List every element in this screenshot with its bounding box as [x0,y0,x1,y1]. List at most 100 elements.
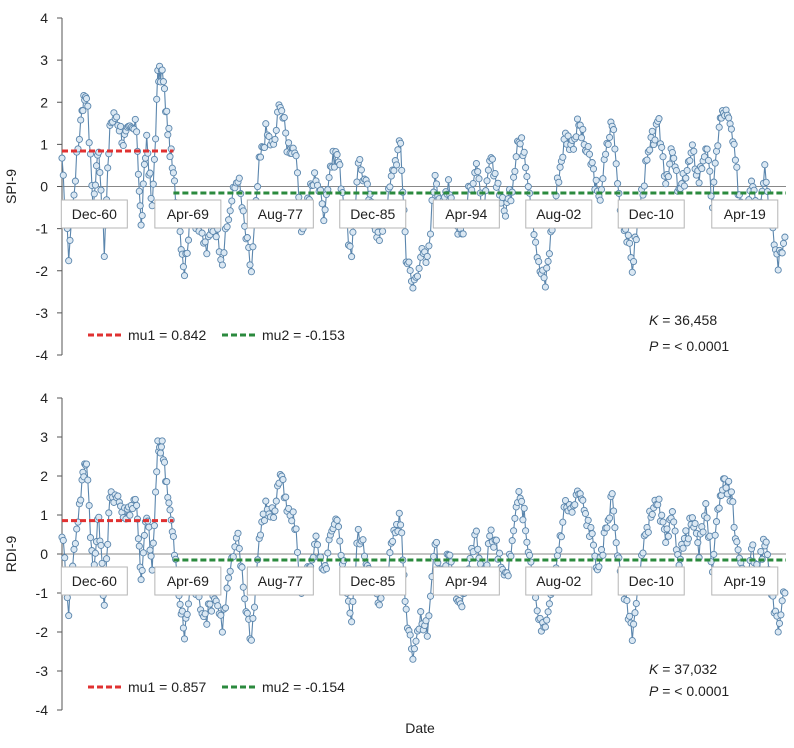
series-point [623,596,631,605]
series-point [336,537,344,545]
series-point [544,608,552,616]
series-point [164,131,172,139]
series-point [272,126,280,134]
series-point [731,156,739,164]
series-point [247,268,255,276]
series-point [588,159,596,167]
series-point [761,161,769,169]
series-point [84,476,92,484]
series-point [579,496,587,504]
series-point [325,173,333,182]
series-point [348,253,356,261]
y-tick-label: 1 [40,136,48,152]
date-label-box [60,199,128,229]
series-point [703,514,711,522]
series-point [158,437,166,445]
series-point [79,107,87,115]
series-point [690,147,698,155]
series-point [734,546,742,554]
date-label-box [154,199,222,229]
p-value: P = < 0.0001 [649,683,729,699]
series-point [511,514,519,522]
series-point [156,449,165,457]
series-point [474,168,482,176]
series-point [377,594,385,602]
series-point [225,574,233,582]
date-label-box [339,566,407,596]
series-point [406,266,414,275]
series-point [775,619,784,627]
series-point [147,552,155,560]
series-point [603,524,611,532]
series-point [149,180,157,188]
series-point [393,161,401,169]
y-tick-label: -2 [36,263,49,279]
series-point [727,125,735,133]
series-point [82,460,91,468]
series-point [207,607,216,615]
series-point [349,228,357,236]
series-point [568,508,576,516]
series-point [117,122,125,130]
series-point [159,78,167,86]
y-tick-label: -1 [36,585,49,601]
date-tick-label: Dec-85 [350,573,395,589]
series-point [114,492,122,500]
series-point [183,249,191,257]
series-point [577,134,586,142]
series-point [169,169,177,177]
date-label-box [617,566,685,596]
y-tick-label: 3 [40,429,48,445]
series-point [104,164,112,172]
series-point [77,496,85,504]
series-point [608,490,616,498]
p-value: P = < 0.0001 [649,338,729,354]
series-point [395,509,403,517]
series-point [71,177,79,185]
series-point [659,518,667,526]
series-point [472,159,480,168]
series-point [632,236,640,244]
series-point [588,530,596,538]
series-point [604,140,612,148]
series-point [668,508,676,516]
series-point [134,535,142,543]
series-point [703,145,711,153]
series-point [346,242,354,250]
series-point [354,525,362,533]
series-point [165,124,173,132]
series-point [757,547,765,556]
series-point [201,610,209,618]
series-point [444,176,453,184]
date-label-box [525,566,593,596]
series-point [614,180,622,188]
series-point [516,140,524,148]
series-point [401,597,409,605]
y-tick-label: 2 [40,94,48,110]
date-tick-label: Apr-94 [445,573,487,589]
series-point [596,196,604,204]
legend-label: mu1 = 0.842 [128,327,206,343]
series-point [137,221,145,229]
series-point [158,66,166,74]
series-point [336,161,344,169]
series-point [579,125,587,133]
series-point [670,518,678,526]
series-point [223,223,231,231]
y-axis-title: SPI-9 [3,169,19,204]
series-point [138,211,146,220]
series-point [59,171,67,179]
series-point [113,113,121,121]
series-point [510,173,518,181]
series-point [225,216,233,224]
series-point [778,597,786,605]
series-point [606,133,614,141]
series-point [512,153,520,161]
series-point [165,499,173,507]
series-point [666,160,674,168]
date-label-box [246,566,314,596]
series-point [702,500,710,508]
series-point [239,583,247,591]
series-point [71,539,79,548]
series-point [279,475,287,484]
